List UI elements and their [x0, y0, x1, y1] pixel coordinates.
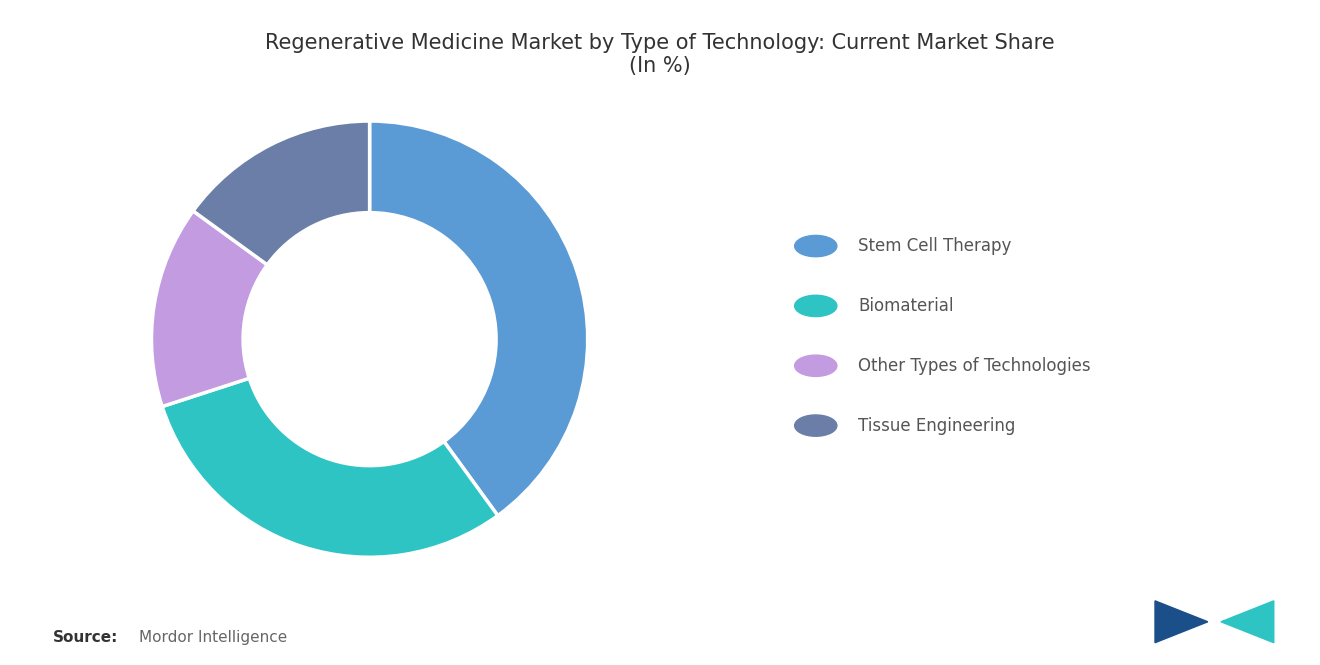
Text: Source:: Source: [53, 630, 119, 645]
Text: Mordor Intelligence: Mordor Intelligence [139, 630, 286, 645]
Polygon shape [1221, 601, 1274, 642]
Polygon shape [1155, 601, 1208, 642]
Wedge shape [193, 121, 370, 265]
Text: Stem Cell Therapy: Stem Cell Therapy [858, 237, 1011, 255]
Wedge shape [370, 121, 587, 515]
Wedge shape [152, 211, 267, 406]
Text: Other Types of Technologies: Other Types of Technologies [858, 356, 1090, 375]
Wedge shape [162, 378, 498, 557]
Text: Tissue Engineering: Tissue Engineering [858, 416, 1015, 435]
Text: Regenerative Medicine Market by Type of Technology: Current Market Share
(In %): Regenerative Medicine Market by Type of … [265, 33, 1055, 76]
Text: Biomaterial: Biomaterial [858, 297, 953, 315]
